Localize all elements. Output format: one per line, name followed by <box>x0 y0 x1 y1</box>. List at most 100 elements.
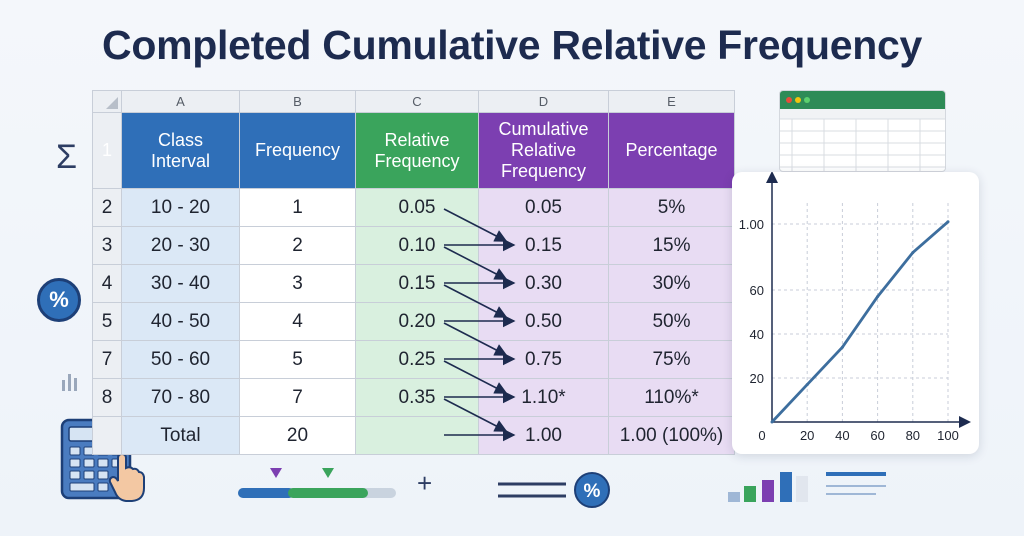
table-row: 2 10 - 20 1 0.05 0.05 5% <box>92 188 735 227</box>
row-header[interactable]: 7 <box>92 340 122 379</box>
cell-percentage[interactable]: 110%* <box>608 378 735 417</box>
header-relative-frequency[interactable]: Relative Frequency <box>355 112 479 189</box>
cell-relative[interactable]: 0.20 <box>355 302 479 341</box>
cell-frequency[interactable]: 4 <box>239 302 356 341</box>
cell-frequency[interactable]: 2 <box>239 226 356 265</box>
header-line: Relative <box>510 140 577 160</box>
x-tick-label: 20 <box>800 428 814 443</box>
cell-percentage[interactable]: 5% <box>608 188 735 227</box>
y-tick-label: 40 <box>750 327 764 342</box>
minimize-dot-icon[interactable] <box>795 97 801 103</box>
cell-frequency[interactable]: 7 <box>239 378 356 417</box>
table-row: 4 30 - 40 3 0.15 0.30 30% <box>92 264 735 303</box>
data-point <box>840 345 844 349</box>
header-frequency[interactable]: Frequency <box>239 112 356 189</box>
x-tick-label: 80 <box>906 428 920 443</box>
cell-interval[interactable]: 20 - 30 <box>121 226 240 265</box>
page-title: Completed Cumulative Relative Frequency <box>102 22 922 68</box>
cell-total-label[interactable]: Total <box>121 416 240 455</box>
row-header[interactable] <box>92 416 122 455</box>
cell-cumulative[interactable]: 1.10* <box>478 378 609 417</box>
row-header[interactable]: 5 <box>92 302 122 341</box>
header-line: Relative <box>384 129 450 150</box>
series-line <box>770 220 949 423</box>
x-tick-label: 0 <box>758 428 765 443</box>
percent-icon: % <box>37 278 81 322</box>
cell-percentage[interactable]: 15% <box>608 226 735 265</box>
cell-relative[interactable]: 0.15 <box>355 264 479 303</box>
close-dot-icon[interactable] <box>786 97 792 103</box>
cell-percentage[interactable]: 50% <box>608 302 735 341</box>
data-point <box>770 420 774 424</box>
column-header-e[interactable]: E <box>608 90 735 113</box>
bar-chart-icon <box>62 374 77 391</box>
cell-cumulative[interactable]: 0.05 <box>478 188 609 227</box>
line-chart: 0 20 40 60 80 100 20 40 60 1.00 <box>739 171 971 443</box>
cell-relative[interactable]: 0.35 <box>355 378 479 417</box>
progress-slider-icon <box>238 468 396 498</box>
table-row: 8 70 - 80 7 0.35 1.10* 110%* <box>92 378 735 417</box>
select-all-corner[interactable] <box>92 90 122 113</box>
cell-total-percentage[interactable]: 1.00 (100%) <box>608 416 735 455</box>
header-cumulative-relative-frequency[interactable]: Cumulative Relative Frequency <box>478 112 609 189</box>
plus-icon: + <box>417 468 433 498</box>
header-line: Class <box>157 129 203 150</box>
table-row: 3 20 - 30 2 0.10 0.15 15% <box>92 226 735 265</box>
equals-percent-icon: % <box>498 472 610 508</box>
row-header[interactable]: 1 <box>92 112 122 189</box>
window-titlebar <box>780 91 945 109</box>
row-header[interactable]: 2 <box>92 188 122 227</box>
x-tick-label: 60 <box>870 428 884 443</box>
row-header[interactable]: 4 <box>92 264 122 303</box>
header-class-interval[interactable]: Class Interval <box>121 112 240 189</box>
total-row: Total 20 1.00 1.00 (100%) <box>92 416 735 455</box>
table-row: 7 50 - 60 5 0.25 0.75 75% <box>92 340 735 379</box>
cell-frequency[interactable]: 3 <box>239 264 356 303</box>
cell-interval[interactable]: 10 - 20 <box>121 188 240 227</box>
cell-relative[interactable]: 0.25 <box>355 340 479 379</box>
cell-frequency[interactable]: 5 <box>239 340 356 379</box>
header-line: Frequency <box>374 150 460 171</box>
mini-spreadsheet-window <box>779 90 946 172</box>
x-tick-label: 40 <box>835 428 849 443</box>
column-header-c[interactable]: C <box>355 90 479 113</box>
cell-percentage[interactable]: 75% <box>608 340 735 379</box>
cell-relative[interactable]: 0.10 <box>355 226 479 265</box>
sigma-icon: Σ <box>56 138 78 176</box>
y-tick-label: 20 <box>750 371 764 386</box>
maximize-dot-icon[interactable] <box>804 97 810 103</box>
cell-frequency[interactable]: 1 <box>239 188 356 227</box>
cell-cumulative[interactable]: 0.50 <box>478 302 609 341</box>
column-header-d[interactable]: D <box>478 90 609 113</box>
stats-bars-icon <box>728 472 886 502</box>
cell-cumulative[interactable]: 0.75 <box>478 340 609 379</box>
cell-interval[interactable]: 30 - 40 <box>121 264 240 303</box>
y-tick-label: 1.00 <box>739 217 764 232</box>
svg-text:%: % <box>584 481 601 502</box>
cell-total-cumulative[interactable]: 1.00 <box>478 416 609 455</box>
cell-percentage[interactable]: 30% <box>608 264 735 303</box>
cell-interval[interactable]: 70 - 80 <box>121 378 240 417</box>
y-tick-label: 60 <box>750 283 764 298</box>
column-header-b[interactable]: B <box>239 90 356 113</box>
table-row: 5 40 - 50 4 0.20 0.50 50% <box>92 302 735 341</box>
cell-cumulative[interactable]: 0.30 <box>478 264 609 303</box>
line-chart-card: 0 20 40 60 80 100 20 40 60 1.00 <box>732 171 979 454</box>
data-point <box>805 383 809 387</box>
cell-interval[interactable]: 40 - 50 <box>121 302 240 341</box>
data-point <box>946 220 950 224</box>
column-header-a[interactable]: A <box>121 90 240 113</box>
spreadsheet: A B C D E 1 Class Interval Frequency Rel… <box>92 90 735 455</box>
cell-relative[interactable]: 0.05 <box>355 188 479 227</box>
header-line: Interval <box>150 150 211 171</box>
header-percentage[interactable]: Percentage <box>608 112 735 189</box>
cell-interval[interactable]: 50 - 60 <box>121 340 240 379</box>
row-header[interactable]: 3 <box>92 226 122 265</box>
cell-total-frequency[interactable]: 20 <box>239 416 356 455</box>
data-point <box>911 251 915 255</box>
cell-total-relative[interactable] <box>355 416 479 455</box>
header-line: Frequency <box>500 161 587 181</box>
row-header[interactable]: 8 <box>92 378 122 417</box>
cell-cumulative[interactable]: 0.15 <box>478 226 609 265</box>
x-tick-label: 100 <box>937 428 959 443</box>
